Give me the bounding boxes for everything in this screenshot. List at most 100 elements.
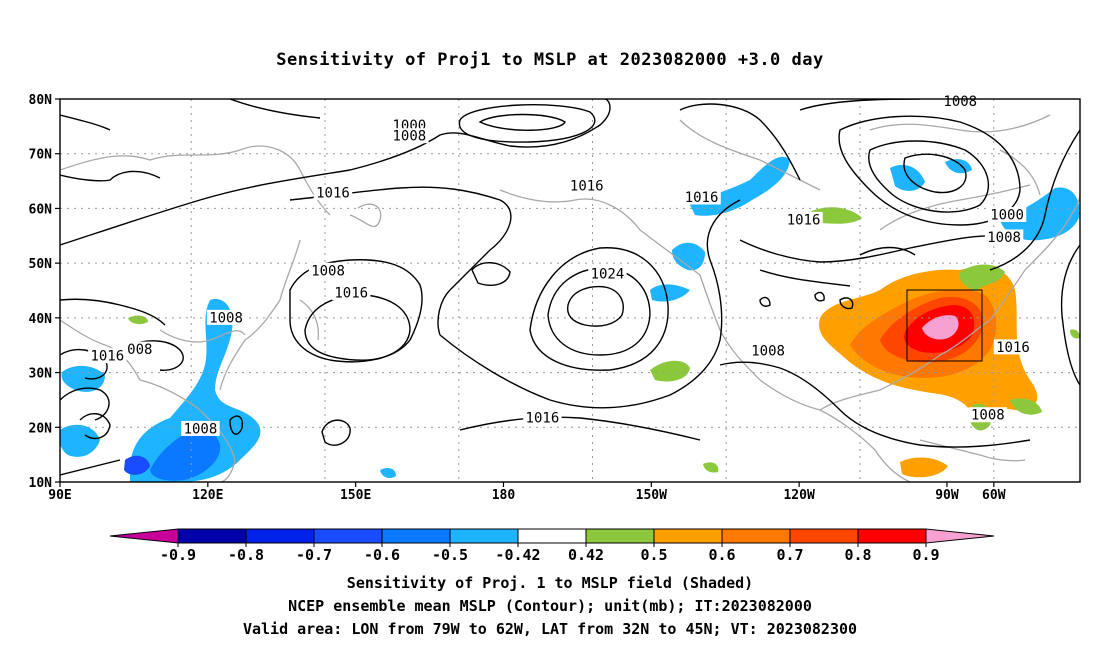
colorbar-label: 0.9 (912, 546, 939, 564)
contour-label-bg (567, 177, 606, 193)
negative-sensitivity-area (1000, 187, 1080, 241)
lat-tick-label: 80N (29, 93, 53, 108)
colorbar-label: 0.42 (568, 546, 604, 564)
positive-sensitivity-fringe (900, 457, 948, 478)
colorbar-swatch (177, 528, 247, 544)
map-frame (59, 98, 1081, 483)
contour-label-bg (987, 206, 1027, 222)
contour-label: 1008 (393, 129, 427, 145)
colorbar-label: -0.5 (432, 546, 468, 564)
contour-label: 1024 (591, 267, 625, 283)
lat-tick-label: 40N (29, 312, 53, 327)
contour-label-bg (332, 285, 371, 301)
colorbar-high-triangle (925, 528, 995, 544)
positive-sensitivity-fringe (810, 207, 862, 224)
latitude-ticks: 80N 70N 60N 50N 40N 30N 20N 10N (29, 93, 60, 491)
negative-sensitivity-area (672, 242, 705, 271)
lat-tick-label: 30N (29, 367, 53, 382)
contour-label: 1000 (990, 207, 1024, 223)
contour-label: 1016 (526, 410, 560, 426)
valid-area-box (906, 289, 983, 362)
coastlines (60, 114, 1080, 482)
colorbar-low-triangle (109, 528, 179, 544)
colorbar-swatch (857, 528, 927, 544)
colorbar-label: -0.7 (296, 546, 332, 564)
contour-label-bg (181, 420, 220, 436)
contour-label-bg (588, 266, 627, 282)
lon-tick-label: 120W (783, 488, 814, 503)
lat-tick-label: 50N (29, 257, 53, 272)
negative-sensitivity-area (380, 468, 396, 478)
contour-label-bg (993, 339, 1033, 355)
colorbar-swatch (449, 528, 519, 544)
contour-label: 1008 (184, 421, 218, 437)
lon-tick-label: 150W (636, 488, 667, 503)
positive-sensitivity-fringe (1070, 329, 1080, 339)
lat-tick-label: 10N (29, 476, 53, 491)
contour-label: 1016 (90, 349, 124, 365)
contour-label-bg (784, 211, 823, 227)
contour-label: 1008 (751, 344, 785, 360)
contour-label-bg (390, 128, 429, 144)
colorbar-label: 0.6 (708, 546, 735, 564)
negative-sensitivity-area (61, 365, 105, 392)
contour-label-bg (748, 343, 788, 359)
negative-sensitivity-area (60, 424, 100, 457)
contour-label: 1016 (685, 190, 719, 206)
longitude-ticks: 90E 120E 150E 180 150W 120W 90W 60W (48, 482, 1006, 503)
colorbar-swatch (789, 528, 859, 544)
lon-tick-label: 90E (48, 488, 71, 503)
colorbar-swatch (313, 528, 383, 544)
contour-label: 008 (127, 342, 152, 358)
positive-sensitivity-fringe (703, 462, 719, 473)
negative-sensitivity-area (130, 299, 261, 482)
positive-sensitivity-fringe (1010, 398, 1042, 415)
lat-tick-label: 60N (29, 202, 53, 217)
positive-sensitivity-fringe (959, 264, 1005, 292)
negative-sensitivity-area (124, 455, 150, 475)
contour-label-bg (206, 309, 246, 325)
caption-shaded: Sensitivity of Proj. 1 to MSLP field (Sh… (346, 574, 754, 592)
contour-label: 1016 (334, 286, 368, 302)
lon-tick-label: 120E (192, 488, 223, 503)
contour-label: 1008 (987, 230, 1021, 246)
positive-sensitivity-fringe (128, 315, 148, 325)
contour-label-bg (308, 262, 348, 278)
colorbar-label: 0.7 (776, 546, 803, 564)
contour-label-bg (88, 348, 127, 364)
contour-label-bg (984, 229, 1024, 245)
contour-label: 1008 (311, 263, 345, 279)
colorbar-swatch (381, 528, 451, 544)
contour-label: 1016 (996, 340, 1030, 356)
positive-sensitivity-peak (922, 315, 959, 340)
lon-tick-label: 180 (492, 488, 516, 503)
lon-tick-label: 90W (935, 488, 959, 503)
colorbar-swatch (245, 528, 315, 544)
lon-tick-label: 60W (982, 488, 1006, 503)
colorbar-swatch (585, 528, 655, 544)
page-title: Sensitivity of Proj1 to MSLP at 20230820… (276, 50, 824, 70)
colorbar-label: -0.6 (364, 546, 400, 564)
lat-tick-label: 70N (29, 148, 53, 163)
contour-label: 1008 (943, 94, 977, 110)
contour-label-bg (124, 341, 155, 357)
colorbar-swatch (517, 528, 587, 544)
contour-label-bg (682, 189, 721, 205)
negative-sensitivity-area (150, 425, 221, 481)
colorbar-label: -0.42 (495, 546, 540, 564)
colorbar: -0.9 -0.8 -0.7 -0.6 -0.5 -0.42 0.42 0.5 0.6 0.7 0.… (109, 528, 995, 564)
contour-label: 1008 (209, 310, 243, 326)
colorbar-swatch (721, 528, 791, 544)
colorbar-label: -0.8 (228, 546, 264, 564)
caption-valid-area: Valid area: LON from 79W to 62W, LAT fro… (242, 620, 858, 638)
colorbar-label: 0.8 (844, 546, 871, 564)
contour-label: 1016 (570, 178, 604, 194)
negative-sensitivity-area (650, 284, 690, 302)
contour-label-bg (941, 93, 980, 109)
caption-contour: NCEP ensemble mean MSLP (Contour); unit(… (288, 597, 812, 615)
colorbar-label: 0.5 (640, 546, 667, 564)
contour-label-bg (968, 407, 1008, 423)
contour-label-bg (523, 409, 562, 425)
